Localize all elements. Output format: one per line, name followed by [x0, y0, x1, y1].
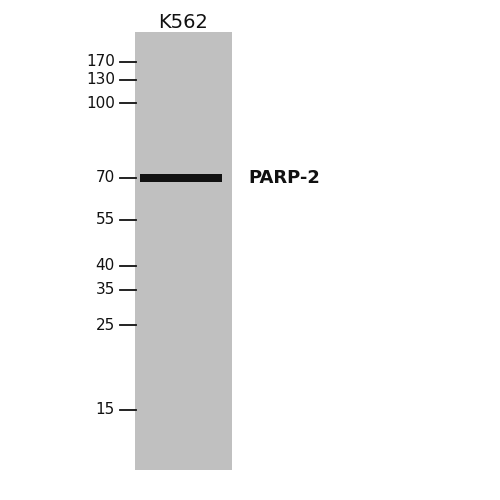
- Bar: [135, 32, 232, 470]
- Bar: [140, 174, 222, 182]
- Text: K562: K562: [158, 12, 208, 32]
- Text: PARP-2: PARP-2: [248, 169, 320, 187]
- Text: 130: 130: [86, 72, 115, 88]
- Text: 40: 40: [96, 258, 115, 274]
- Text: 55: 55: [96, 212, 115, 228]
- Text: 15: 15: [96, 402, 115, 417]
- Text: 35: 35: [96, 282, 115, 298]
- Text: 170: 170: [86, 54, 115, 70]
- Text: 25: 25: [96, 318, 115, 332]
- Text: 100: 100: [86, 96, 115, 110]
- Text: 70: 70: [96, 170, 115, 186]
